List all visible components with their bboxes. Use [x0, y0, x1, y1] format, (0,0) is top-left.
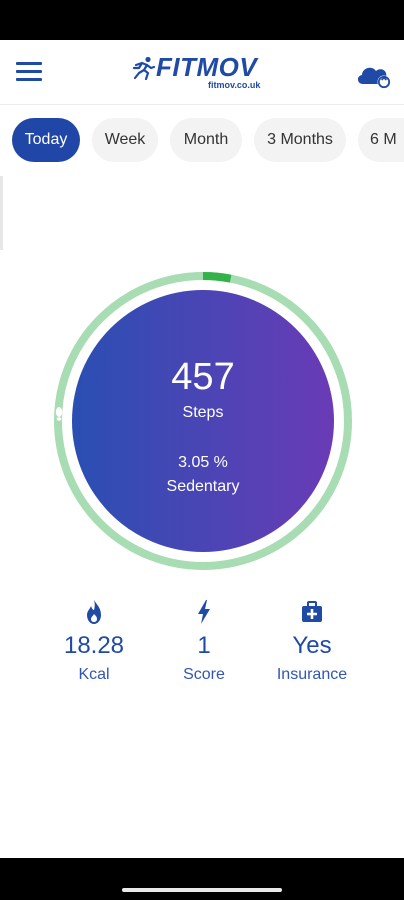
- stat-label: Kcal: [78, 666, 110, 683]
- tab-today[interactable]: Today: [12, 118, 80, 162]
- tab-label: 6 M: [370, 131, 397, 148]
- navigation-bar: [0, 858, 404, 900]
- tab-label: Month: [183, 131, 229, 148]
- activity-ring: 457 Steps 3.05 % Sedentary: [52, 270, 354, 572]
- tab-week[interactable]: Week: [92, 118, 158, 162]
- progress-ring: [54, 272, 352, 570]
- ring-fill: [72, 290, 334, 552]
- logo-url: fitmov.co.uk: [208, 80, 261, 90]
- tab-3-months[interactable]: 3 Months: [254, 118, 346, 162]
- stats-row: 18.28 Kcal 1 Score Yes Insurance: [0, 598, 404, 698]
- side-handle[interactable]: [0, 176, 3, 250]
- footprints-icon: [55, 407, 71, 426]
- tab-label: 3 Months: [267, 131, 333, 148]
- stat-label: Score: [183, 666, 225, 683]
- period-tabs: Today Week Month 3 Months 6 M: [0, 116, 404, 164]
- stat-kcal: 18.28 Kcal: [34, 598, 154, 684]
- stat-insurance: Yes Insurance: [252, 598, 372, 684]
- steps-row: Steps: [52, 404, 354, 426]
- tab-label: Week: [104, 131, 146, 148]
- steps-label: Steps: [182, 404, 224, 421]
- flame-icon: [87, 600, 101, 624]
- tab-label: Today: [24, 131, 68, 148]
- app-logo: FITMOV fitmov.co.uk: [130, 52, 280, 94]
- ring-progress: [54, 272, 352, 570]
- home-indicator[interactable]: [122, 888, 282, 892]
- activity-percent: 3.05 %: [178, 454, 228, 471]
- steps-value: 457: [171, 356, 235, 398]
- runner-icon: [132, 56, 156, 80]
- tab-month[interactable]: Month: [170, 118, 242, 162]
- ring-content: 457 Steps 3.05 % Sedentary: [52, 270, 354, 572]
- stat-score: 1 Score: [144, 598, 264, 684]
- hamburger-menu-icon[interactable]: [14, 60, 46, 84]
- activity-level: Sedentary: [166, 478, 240, 495]
- stat-value: 1: [197, 632, 211, 659]
- stat-value: Yes: [292, 632, 332, 659]
- stat-label: Insurance: [276, 666, 348, 683]
- stat-value: 18.28: [63, 632, 125, 659]
- logo-text: FITMOV: [156, 52, 258, 82]
- cloud-sync-icon[interactable]: [354, 58, 394, 90]
- medical-kit-icon: [302, 601, 322, 622]
- status-bar: [0, 0, 404, 40]
- app-header: FITMOV fitmov.co.uk: [0, 40, 404, 105]
- tab-6-months[interactable]: 6 M: [358, 118, 404, 162]
- lightning-icon: [198, 600, 210, 624]
